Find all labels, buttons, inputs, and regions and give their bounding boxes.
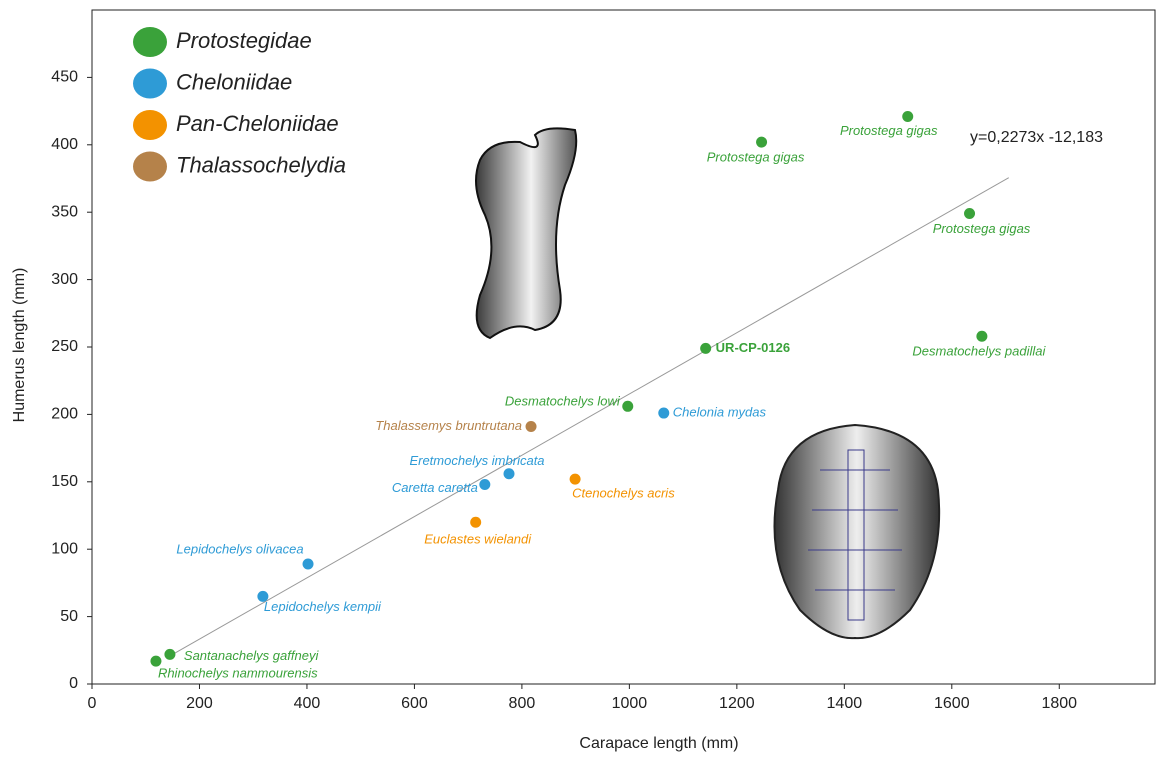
x-tick-label: 1800 [1041, 695, 1077, 712]
y-tick-label: 250 [51, 338, 78, 355]
data-point [470, 517, 481, 528]
point-label: Eretmochelys imbricata [409, 453, 544, 468]
y-tick-label: 300 [51, 271, 78, 288]
point-label: Rhinochelys nammourensis [158, 666, 318, 681]
data-point [504, 468, 515, 479]
y-tick-label: 0 [69, 675, 78, 692]
point-label: Chelonia mydas [673, 404, 767, 419]
trendline-equation: y=0,2273x -12,183 [970, 129, 1103, 146]
point-label: Euclastes wielandi [424, 532, 532, 547]
point-label: Ctenochelys acris [572, 486, 675, 501]
data-point [303, 559, 314, 570]
data-point [164, 649, 175, 660]
legend-marker [133, 69, 167, 99]
data-point [700, 343, 711, 354]
point-label: Caretta caretta [392, 480, 478, 495]
data-point [658, 408, 669, 419]
x-tick-label: 1600 [934, 695, 970, 712]
legend-label: Protostegidae [176, 28, 312, 53]
data-point [622, 401, 633, 412]
page: {"chart_data":{"type":"scatter", "x_labe… [0, 0, 1156, 759]
carapace-illustration [774, 425, 939, 638]
x-tick-label: 1200 [719, 695, 755, 712]
x-tick-label: 1400 [827, 695, 863, 712]
data-point [976, 331, 987, 342]
y-tick-label: 150 [51, 473, 78, 490]
y-tick-label: 100 [51, 540, 78, 557]
point-label: Desmatochelys padillai [912, 344, 1046, 359]
data-point [964, 208, 975, 219]
legend-label: Pan-Cheloniidae [176, 111, 339, 136]
data-point [479, 479, 490, 490]
x-tick-label: 1000 [612, 695, 648, 712]
point-label: Lepidochelys olivacea [176, 541, 303, 556]
point-label: Protostega gigas [707, 150, 805, 165]
data-point [570, 474, 581, 485]
legend-label: Thalassochelydia [176, 152, 346, 177]
x-tick-label: 800 [509, 695, 536, 712]
point-label: Thalassemys bruntrutana [375, 418, 522, 433]
y-tick-label: 400 [51, 136, 78, 153]
y-tick-label: 350 [51, 203, 78, 220]
point-label: Protostega gigas [840, 123, 938, 138]
legend-marker [133, 152, 167, 182]
point-label: Lepidochelys kempii [264, 599, 382, 614]
humerus-illustration [476, 128, 576, 338]
chart: Carapace length (mm) Humerus length (mm)… [0, 0, 1156, 754]
y-axis-title: Humerus length (mm) [11, 268, 28, 423]
y-tick-label: 450 [51, 69, 78, 86]
legend-label: Cheloniidae [176, 69, 292, 94]
legend-marker [133, 110, 167, 140]
y-tick-label: 200 [51, 406, 78, 423]
x-tick-label: 200 [186, 695, 213, 712]
data-point [756, 137, 767, 148]
x-tick-label: 600 [401, 695, 428, 712]
y-tick-label: 50 [60, 608, 78, 625]
x-tick-label: 0 [88, 695, 97, 712]
point-label: UR-CP-0126 [716, 340, 790, 355]
data-point [526, 421, 537, 432]
point-label: Desmatochelys lowi [505, 394, 621, 409]
point-label: Santanachelys gaffneyi [184, 648, 320, 663]
point-label: Protostega gigas [933, 221, 1031, 236]
data-point [902, 111, 913, 122]
x-tick-label: 400 [294, 695, 321, 712]
legend-marker [133, 27, 167, 57]
x-axis-title: Carapace length (mm) [579, 735, 738, 752]
